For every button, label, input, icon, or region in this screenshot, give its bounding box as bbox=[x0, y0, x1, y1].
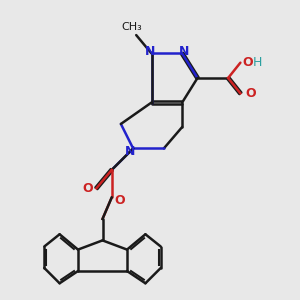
Text: CH₃: CH₃ bbox=[121, 22, 142, 32]
Text: O: O bbox=[115, 194, 125, 207]
Text: O: O bbox=[242, 56, 253, 69]
Text: N: N bbox=[178, 45, 189, 58]
Text: H: H bbox=[253, 56, 262, 69]
Text: N: N bbox=[145, 45, 155, 58]
Text: N: N bbox=[125, 145, 135, 158]
Text: O: O bbox=[245, 87, 256, 100]
Text: O: O bbox=[83, 182, 93, 195]
